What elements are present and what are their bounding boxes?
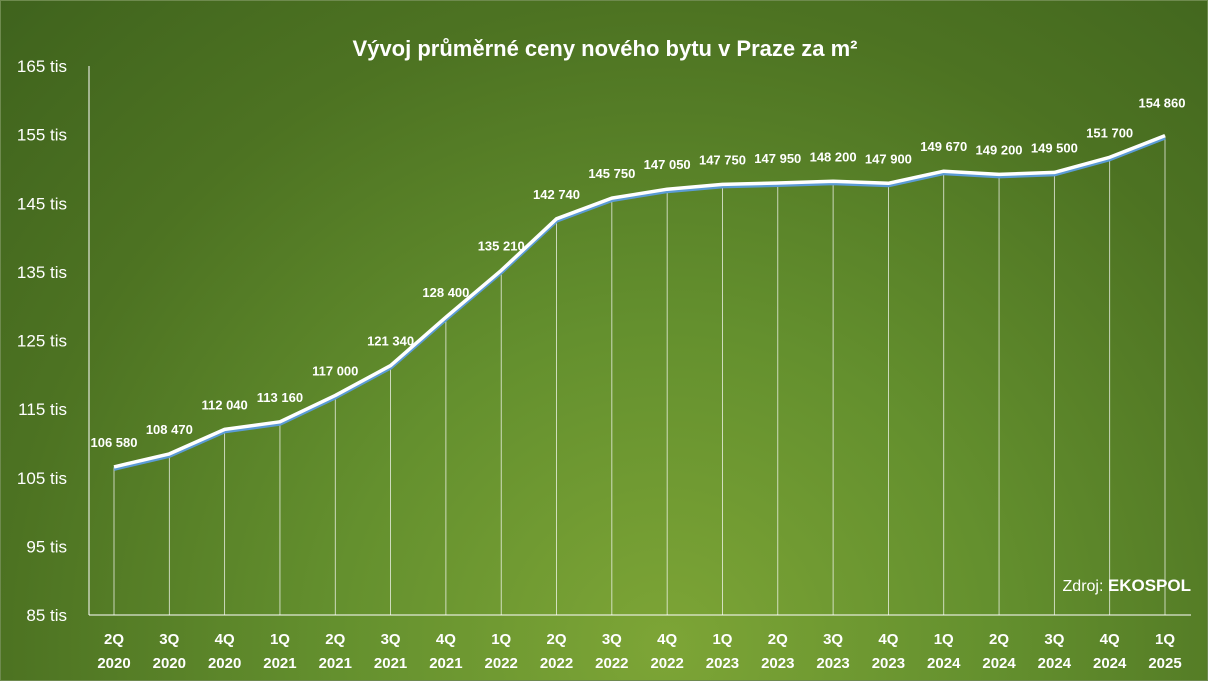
x-tick-quarter: 3Q [159,631,179,648]
series-line-group [113,133,1166,471]
x-tick-year: 2022 [540,655,573,672]
data-label: 135 210 [478,238,525,253]
source-prefix: Zdroj: [1063,578,1108,595]
x-tick-quarter: 1Q [270,631,290,648]
x-tick-quarter: 4Q [878,631,898,648]
x-tick-year: 2024 [927,655,961,672]
y-tick-labels: 85 tis 95 tis 105 tis 115 tis 125 tis 135 tis… [17,57,67,625]
x-tick-year: 2024 [982,655,1016,672]
data-label: 106 580 [91,435,138,450]
x-tick-quarter: 3Q [602,631,622,648]
y-tick-label: 125 tis [17,332,67,351]
data-label: 149 670 [920,139,967,154]
chart-title: Vývoj průměrné ceny nového bytu v Praze … [353,36,858,61]
data-label: 112 040 [201,397,247,412]
x-tick-year: 2021 [429,655,462,672]
x-tick-year: 2025 [1148,655,1181,672]
data-label: 113 160 [257,390,303,405]
x-tick-year: 2021 [374,655,407,672]
data-label: 147 750 [699,152,746,167]
x-tick-year: 2022 [595,655,628,672]
source-brand: EKOSPOL [1108,576,1191,595]
x-tick-quarter: 1Q [712,631,732,648]
y-tick-label: 115 tis [18,400,67,419]
data-label: 147 900 [865,151,912,166]
x-tick-year: 2022 [485,655,518,672]
x-tick-year: 2023 [706,655,739,672]
data-label: 151 700 [1086,125,1133,140]
data-label: 108 470 [146,422,193,437]
x-tick-quarter: 2Q [325,631,345,648]
x-tick-year: 2020 [208,655,241,672]
data-label: 149 200 [976,142,1023,157]
x-tick-quarter: 4Q [1100,631,1120,648]
data-label: 147 050 [644,157,691,172]
x-tick-quarter: 4Q [215,631,235,648]
x-tick-quarter: 4Q [436,631,456,648]
chart-axes [88,66,1191,616]
x-tick-year: 2023 [816,655,849,672]
y-tick-label: 105 tis [17,469,67,488]
x-tick-quarter: 3Q [823,631,843,648]
source-note: Zdroj: EKOSPOL [1063,576,1191,595]
x-tick-quarter: 1Q [1155,631,1175,648]
x-tick-quarter: 3Q [381,631,401,648]
x-tick-year: 2023 [872,655,905,672]
x-tick-year: 2020 [97,655,130,672]
y-tick-label: 95 tis [26,537,67,556]
x-tick-labels: 2Q 2020 3Q 2020 4Q 2020 1Q 2021 2Q 2021 3Q 2021 4Q 20… [97,631,1181,672]
x-tick-year: 2022 [650,655,683,672]
x-tick-quarter: 2Q [989,631,1009,648]
data-labels: 106 580 108 470 112 040 113 160 117 000 121 3… [91,96,1186,450]
x-tick-quarter: 3Q [1044,631,1064,648]
x-tick-quarter: 1Q [934,631,954,648]
x-tick-year: 2024 [1093,655,1127,672]
x-tick-quarter: 2Q [768,631,788,648]
data-label: 154 860 [1139,96,1186,111]
x-tick-quarter: 1Q [491,631,511,648]
x-tick-year: 2023 [761,655,794,672]
y-tick-label: 135 tis [17,263,67,282]
data-label: 121 340 [367,334,414,349]
y-tick-label: 85 tis [26,606,67,625]
x-tick-year: 2024 [1038,655,1072,672]
data-label: 148 200 [810,149,857,164]
x-tick-quarter: 4Q [657,631,677,648]
x-tick-year: 2020 [153,655,186,672]
y-tick-label: 165 tis [17,57,67,76]
data-label: 149 500 [1031,140,1078,155]
y-tick-label: 155 tis [17,126,67,145]
series-line [113,133,1166,469]
x-tick-quarter: 2Q [547,631,567,648]
series-line-shadow [113,135,1166,471]
data-label: 147 950 [754,151,801,166]
x-tick-year: 2021 [319,655,352,672]
x-tick-quarter: 2Q [104,631,124,648]
y-tick-label: 145 tis [17,194,67,213]
data-label: 145 750 [588,166,635,181]
data-label: 142 740 [533,187,580,202]
data-label: 128 400 [422,285,469,300]
drop-lines [113,135,1166,615]
x-tick-year: 2021 [263,655,296,672]
data-label: 117 000 [312,363,358,378]
